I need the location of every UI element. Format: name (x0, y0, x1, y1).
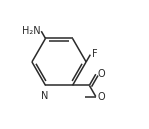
Text: O: O (97, 92, 105, 102)
Text: H₂N: H₂N (22, 26, 40, 36)
Text: N: N (41, 91, 49, 101)
Text: O: O (97, 69, 105, 79)
Text: F: F (92, 49, 97, 59)
